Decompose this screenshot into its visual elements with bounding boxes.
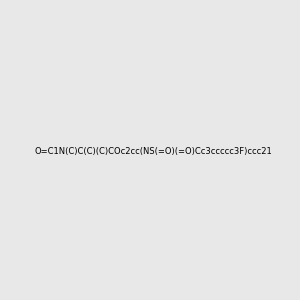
Text: O=C1N(C)C(C)(C)COc2cc(NS(=O)(=O)Cc3ccccc3F)ccc21: O=C1N(C)C(C)(C)COc2cc(NS(=O)(=O)Cc3ccccc… [35, 147, 273, 156]
